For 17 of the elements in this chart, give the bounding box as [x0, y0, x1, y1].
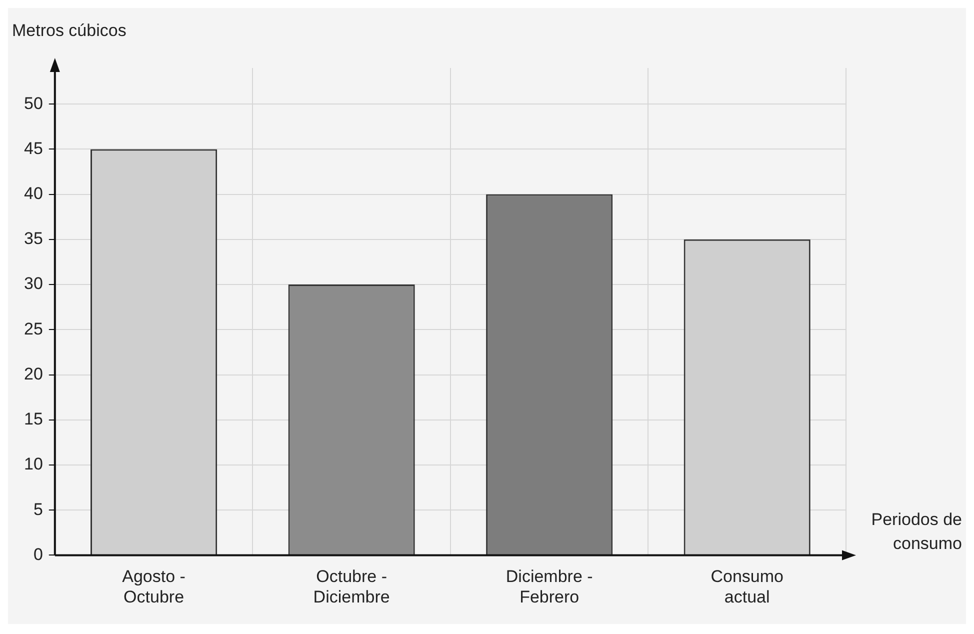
y-tick-label: 45: [24, 138, 43, 158]
y-tick-label: 15: [24, 410, 43, 429]
y-tick-label: 25: [24, 319, 43, 338]
y-tick-label: 0: [33, 544, 43, 564]
x-axis-title: Periodos de consumo: [871, 510, 962, 554]
y-axis-title: Metros cúbicos: [12, 21, 126, 40]
x-tick-label: Agosto - Octubre: [122, 567, 186, 606]
y-tick-label: 30: [24, 274, 43, 294]
y-tick-label: 35: [24, 229, 43, 248]
y-tick-label: 10: [24, 454, 43, 474]
y-tick-label: 40: [24, 184, 43, 203]
x-tick-label: Diciembre - Febrero: [506, 567, 593, 606]
y-tick-label: 5: [33, 500, 43, 519]
y-tick-label: 50: [24, 94, 43, 113]
x-tick-label: Consumo actual: [710, 567, 784, 606]
y-tick-label: 20: [24, 364, 43, 384]
x-tick-label: Octubre - Diciembre: [313, 567, 390, 606]
